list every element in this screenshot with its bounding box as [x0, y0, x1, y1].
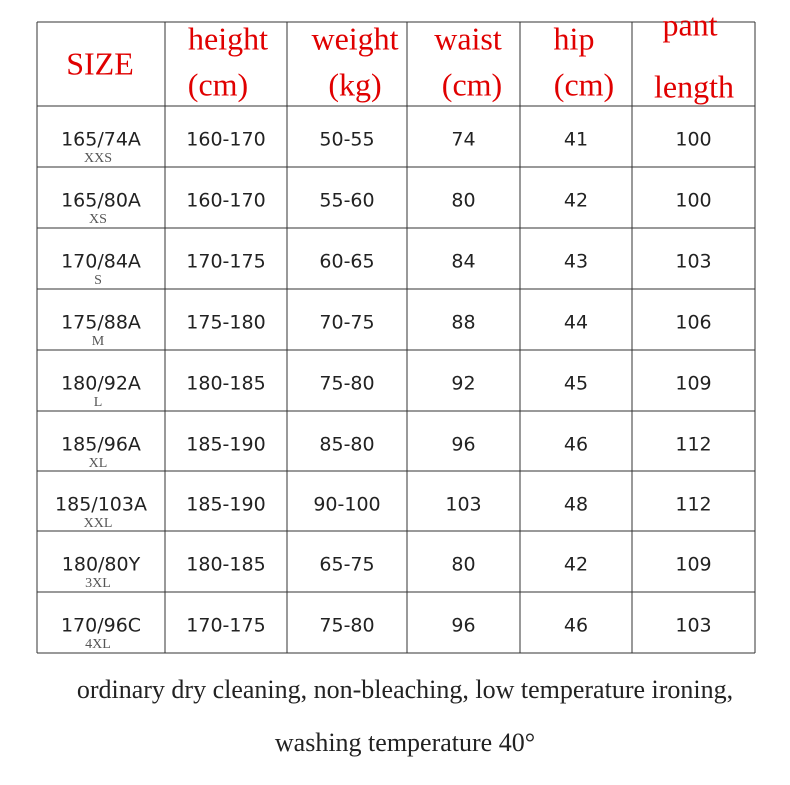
table-cell: 100	[675, 190, 711, 212]
table-cell: 42	[564, 554, 588, 576]
table-cell: 112	[675, 434, 711, 456]
table-cell: 80	[451, 554, 475, 576]
size-code: 4XL	[85, 637, 111, 652]
table-cell: 74	[451, 129, 475, 151]
table-cell: 41	[564, 129, 588, 151]
table-cell: 46	[564, 615, 588, 637]
size-code: XXS	[84, 151, 112, 166]
size-code: M	[92, 334, 105, 349]
table-cell: 46	[564, 434, 588, 456]
table-cell: 103	[675, 251, 711, 273]
table-cell: 55-60	[319, 190, 374, 212]
table-cell: 48	[564, 494, 588, 516]
table-cell: 175-180	[186, 312, 265, 334]
table-cell: 45	[564, 373, 588, 395]
table-cell: 96	[451, 615, 475, 637]
size-code: XS	[89, 212, 107, 227]
header-label: weight	[311, 20, 398, 56]
size-code: XL	[89, 456, 108, 471]
header-label: (cm)	[188, 66, 248, 102]
table-cell: 88	[451, 312, 475, 334]
header-label: SIZE	[66, 45, 134, 81]
table-cell: 70-75	[319, 312, 374, 334]
table-cell: 160-170	[186, 190, 265, 212]
table-cell: 100	[675, 129, 711, 151]
table-cell: 50-55	[319, 129, 374, 151]
header-label: hip	[554, 20, 595, 56]
size-label: 180/92A	[61, 373, 141, 395]
header-label: pant	[662, 6, 717, 42]
table-cell: 180-185	[186, 373, 265, 395]
header-label: waist	[434, 20, 502, 56]
table-cell: 103	[445, 494, 481, 516]
table-cell: 43	[564, 251, 588, 273]
size-label: 185/96A	[61, 434, 141, 456]
size-label: 165/80A	[61, 190, 141, 212]
table-cell: 106	[675, 312, 711, 334]
header-label: (kg)	[328, 66, 381, 102]
table-cell: 185-190	[186, 434, 265, 456]
table-cell: 92	[451, 373, 475, 395]
table-cell: 160-170	[186, 129, 265, 151]
table-cell: 180-185	[186, 554, 265, 576]
size-label: 170/84A	[61, 251, 141, 273]
header-label: (cm)	[554, 66, 614, 102]
table-cell: 112	[675, 494, 711, 516]
header-label: length	[654, 68, 734, 104]
size-label: 165/74A	[61, 129, 141, 151]
size-code: 3XL	[85, 576, 111, 591]
table-cell: 44	[564, 312, 588, 334]
table-cell: 109	[675, 373, 711, 395]
table-cell: 185-190	[186, 494, 265, 516]
table-cell: 75-80	[319, 373, 374, 395]
table-cell: 60-65	[319, 251, 374, 273]
size-label: 175/88A	[61, 312, 141, 334]
table-cell: 170-175	[186, 615, 265, 637]
header-label: height	[188, 20, 268, 56]
table-cell: 65-75	[319, 554, 374, 576]
header-label: (cm)	[442, 66, 502, 102]
table-cell: 109	[675, 554, 711, 576]
table-cell: 84	[451, 251, 475, 273]
care-text: washing temperature 40°	[275, 728, 535, 757]
table-cell: 96	[451, 434, 475, 456]
size-label: 180/80Y	[62, 554, 141, 576]
table-cell: 80	[451, 190, 475, 212]
table-cell: 90-100	[313, 494, 380, 516]
care-text: ordinary dry cleaning, non-bleaching, lo…	[77, 675, 733, 704]
table-cell: 85-80	[319, 434, 374, 456]
table-cell: 103	[675, 615, 711, 637]
table-cell: 42	[564, 190, 588, 212]
size-code: L	[94, 395, 103, 410]
size-code: S	[94, 273, 102, 288]
size-label: 185/103A	[55, 494, 147, 516]
table-cell: 170-175	[186, 251, 265, 273]
table-cell: 75-80	[319, 615, 374, 637]
size-label: 170/96C	[61, 615, 141, 637]
size-code: XXL	[84, 516, 113, 531]
